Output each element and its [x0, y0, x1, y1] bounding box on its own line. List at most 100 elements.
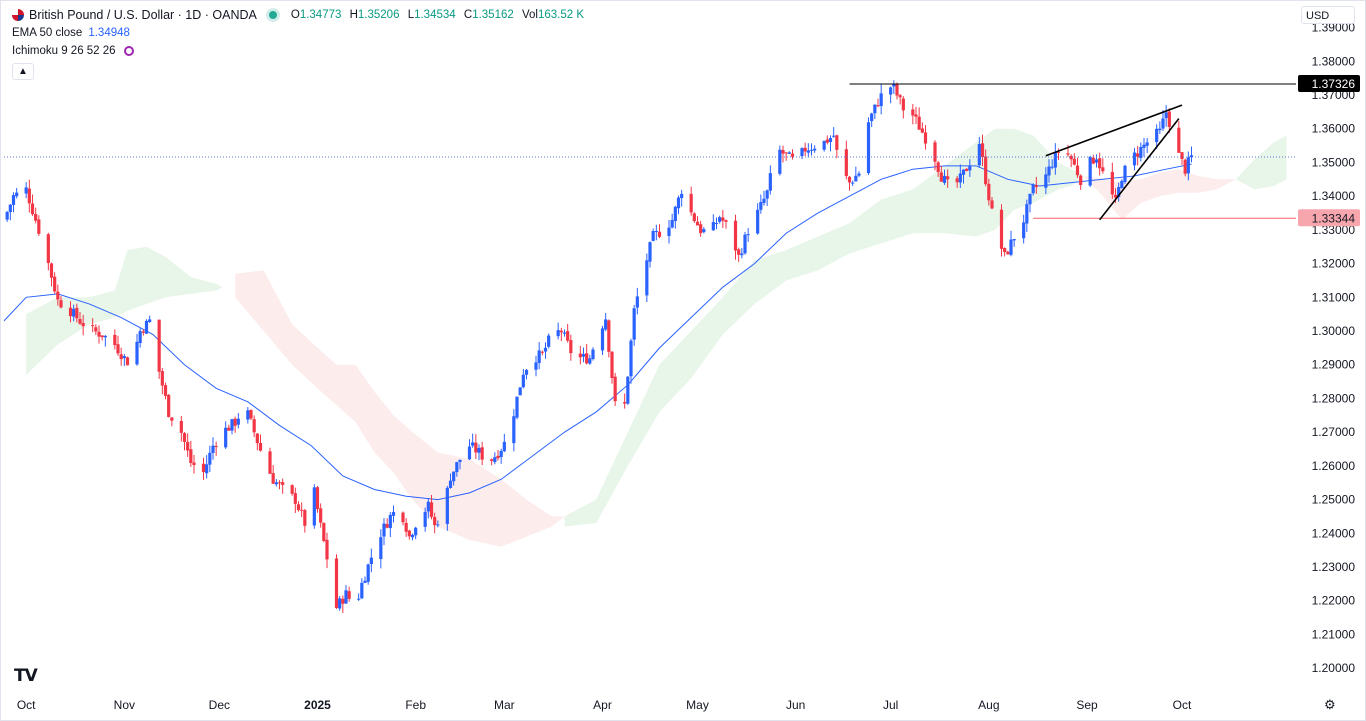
candle-body — [702, 229, 706, 233]
price-axis: 1.390001.380001.370001.360001.350001.340… — [1298, 21, 1360, 675]
candle-body — [600, 328, 605, 351]
candle-body — [1012, 239, 1016, 241]
tradingview-logo[interactable]: TV — [14, 666, 38, 686]
candle-body — [876, 105, 880, 107]
candle-body — [787, 152, 791, 154]
price-tick-label: 1.23000 — [1312, 560, 1356, 574]
candle-body — [410, 534, 415, 538]
candle-body — [5, 212, 9, 220]
time-tick-label: May — [686, 698, 709, 712]
time-tick-label: 2025 — [304, 698, 331, 712]
collapse-legend-button[interactable]: ▲ — [12, 63, 34, 80]
candle-body — [901, 98, 905, 111]
candle-body — [91, 325, 95, 327]
candle-body — [1155, 128, 1159, 143]
candle-body — [388, 514, 392, 529]
time-tick-label: Jul — [883, 698, 898, 712]
candle-body — [360, 582, 364, 599]
candle-body — [37, 219, 41, 234]
candle-body — [1079, 175, 1083, 185]
candle-body — [160, 371, 164, 386]
candle-body — [1044, 174, 1048, 188]
candle-body — [958, 173, 962, 183]
candle-body — [1136, 153, 1140, 157]
price-tick-label: 1.21000 — [1312, 627, 1356, 641]
candle-body — [965, 168, 969, 172]
candle-body — [1056, 151, 1061, 153]
candle-body — [1094, 159, 1099, 163]
ichimoku-label: Ichimoku 9 26 52 26 — [12, 45, 116, 57]
candle-body — [315, 487, 320, 510]
candle-body — [692, 213, 696, 222]
candle-body — [474, 442, 478, 453]
candle-body — [588, 358, 592, 364]
candle-body — [81, 322, 85, 327]
candle-body — [632, 308, 636, 340]
drawings-layer — [4, 83, 1296, 221]
candle-body — [341, 598, 345, 604]
price-tick-label: 1.29000 — [1312, 358, 1356, 372]
candle-body — [100, 335, 104, 338]
ema-legend[interactable]: EMA 50 close 1.34948 — [12, 25, 130, 41]
candle-body — [144, 320, 149, 334]
time-axis: Oct Nov Dec 2025 Feb Mar Apr May Jun Jul Aug Sep Oct — [17, 698, 1192, 712]
candle-body — [961, 169, 966, 175]
cloud-bearish-1 — [235, 270, 565, 547]
candle-body — [125, 357, 130, 366]
candle-body — [540, 351, 544, 353]
candle-body — [135, 341, 139, 365]
candle-body — [379, 537, 383, 560]
candle-body — [803, 147, 807, 152]
time-tick-label: Oct — [17, 698, 36, 712]
candle-body — [1132, 152, 1137, 166]
candle-body — [866, 122, 871, 174]
cloud-bearish-2 — [1083, 169, 1236, 220]
candle-body — [293, 493, 297, 504]
candle-body — [163, 385, 168, 396]
candle-body — [1047, 166, 1051, 176]
ichimoku-legend[interactable]: Ichimoku 9 26 52 26 — [12, 43, 134, 59]
candle-body — [157, 319, 161, 372]
symbol-title[interactable]: British Pound / U.S. Dollar · 1D · OANDA — [29, 8, 257, 22]
candle-body — [344, 590, 348, 604]
candle-body — [300, 509, 304, 511]
candle-body — [604, 319, 608, 330]
candle-body — [534, 362, 538, 370]
candle-body — [813, 148, 817, 151]
gear-icon[interactable]: ⚙ — [1324, 697, 1336, 712]
time-tick-label: Dec — [209, 698, 230, 712]
time-tick-label: Nov — [114, 698, 135, 712]
ichimoku-visibility-icon[interactable] — [123, 46, 134, 56]
candle-body — [1031, 184, 1035, 194]
cloud-bullish-2 — [564, 128, 1084, 527]
candle-body — [629, 340, 633, 377]
candle-body — [806, 150, 810, 153]
candle-body — [851, 182, 855, 184]
candle-body — [980, 143, 985, 158]
candle-body — [224, 427, 228, 448]
candle-body — [499, 450, 503, 458]
symbol-legend[interactable]: British Pound / U.S. Dollar · 1D · OANDA… — [12, 7, 589, 23]
support-price-label-bg — [1298, 209, 1360, 227]
candle-body — [844, 149, 848, 177]
candle-body — [502, 441, 506, 452]
candle-body — [1113, 194, 1118, 198]
candle-body — [569, 340, 573, 354]
price-tick-label: 1.31000 — [1312, 290, 1356, 304]
candle-body — [401, 512, 405, 523]
candle-body — [34, 213, 38, 221]
ichimoku-cloud — [26, 128, 1287, 547]
candles-layer — [5, 80, 1194, 613]
candle-body — [1167, 111, 1171, 127]
candle-body — [879, 93, 883, 107]
candle-body — [984, 156, 988, 185]
candle-body — [923, 132, 928, 144]
candle-body — [1009, 239, 1013, 255]
time-tick-label: Mar — [494, 698, 515, 712]
candle-body — [699, 224, 703, 234]
candle-body — [94, 327, 98, 332]
currency-select[interactable]: USD — [1301, 6, 1355, 24]
candle-body — [1075, 165, 1080, 176]
candle-body — [714, 222, 719, 224]
